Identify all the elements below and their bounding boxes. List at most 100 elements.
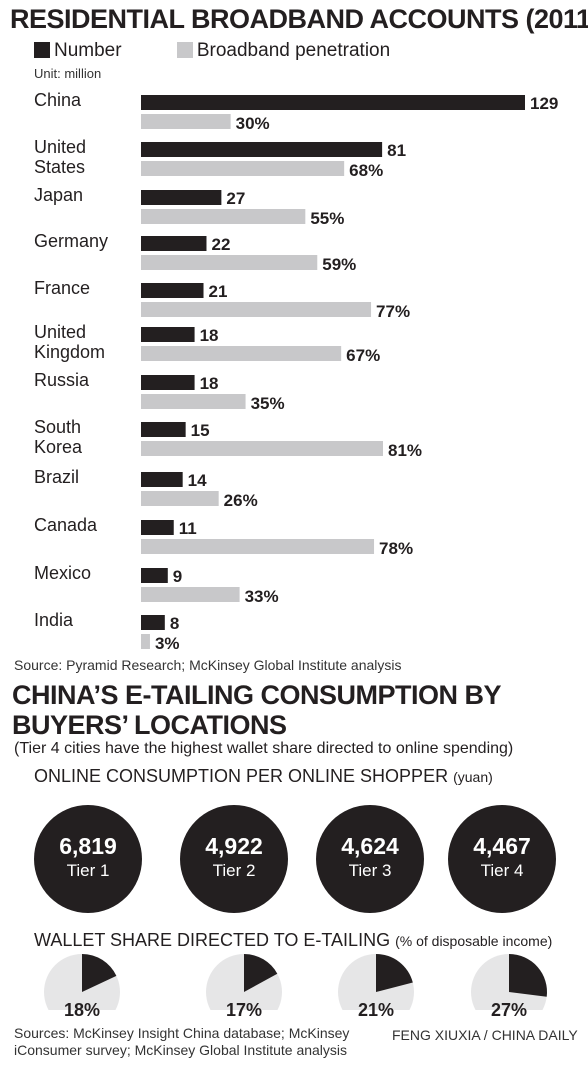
- section2-subtitle: (Tier 4 cities have the highest wallet s…: [14, 740, 514, 757]
- country-label: Germany: [34, 231, 134, 251]
- tier4-value: 4,467: [473, 833, 531, 859]
- country-label: China: [34, 90, 134, 110]
- sources-line1: Sources: McKinsey Insight China database…: [14, 1025, 350, 1041]
- number-bar: [141, 327, 195, 342]
- penetration-label: 81%: [388, 441, 422, 460]
- tier1-circle: 6,819 Tier 1: [34, 805, 142, 913]
- tier3-value: 4,624: [341, 833, 399, 859]
- penetration-bar: [141, 587, 240, 602]
- legend: Number Broadband penetration: [34, 40, 390, 62]
- number-bar: [141, 375, 195, 390]
- consumption-heading-title: ONLINE CONSUMPTION PER ONLINE SHOPPER: [34, 766, 449, 786]
- consumption-heading: ONLINE CONSUMPTION PER ONLINE SHOPPER (y…: [34, 766, 493, 787]
- number-label: 18: [200, 374, 219, 393]
- penetration-bar: [141, 491, 219, 506]
- number-bar: [141, 520, 174, 535]
- number-label: 21: [209, 282, 228, 301]
- number-bar: [141, 190, 222, 205]
- tier3-label: Tier 3: [348, 861, 392, 880]
- country-label-line: France: [34, 278, 91, 298]
- country-label-line: Canada: [34, 515, 98, 535]
- penetration-label: 59%: [322, 255, 356, 274]
- penetration-bar: [141, 539, 375, 554]
- penetration-bar: [141, 302, 372, 317]
- wallet-heading-title: WALLET SHARE DIRECTED TO E-TAILING: [34, 930, 391, 950]
- penetration-bar: [141, 209, 306, 224]
- wallet-heading-unit: (% of disposable income): [395, 933, 553, 949]
- country-label: Canada: [34, 515, 134, 535]
- country-label-line: South: [34, 417, 82, 437]
- wallet-pies: [44, 954, 548, 1010]
- number-bar: [141, 283, 204, 298]
- country-label-line: Germany: [34, 231, 109, 251]
- number-label: 27: [226, 189, 245, 208]
- country-label-line: United: [34, 137, 87, 157]
- country-label: United Kingdom: [34, 322, 134, 362]
- section2-title-line1: CHINA’S E-TAILING CONSUMPTION BY: [12, 680, 502, 710]
- number-label: 8: [170, 614, 179, 633]
- country-label: Russia: [34, 370, 134, 390]
- number-label: 22: [211, 235, 230, 254]
- tier4-pct: 27%: [490, 1000, 528, 1020]
- penetration-label: 78%: [379, 539, 413, 558]
- tier2-circle: 4,922 Tier 2: [180, 805, 288, 913]
- source-note: Source: Pyramid Research; McKinsey Globa…: [14, 657, 402, 673]
- tier1-value: 6,819: [59, 833, 117, 859]
- unit-label: Unit: million: [34, 66, 102, 81]
- country-label: South Korea: [34, 417, 134, 457]
- penetration-label: 30%: [236, 114, 270, 133]
- tier3-circle: 4,624 Tier 3: [316, 805, 424, 913]
- penetration-bar: [141, 114, 231, 129]
- penetration-bar: [141, 394, 246, 409]
- country-label-line: India: [34, 610, 74, 630]
- tier2-value: 4,922: [205, 833, 263, 859]
- number-bar: [141, 472, 183, 487]
- broadband-bars: 12930%8168%2755%2259%2177%1867%1835%1581…: [141, 94, 558, 653]
- number-label: 81: [387, 141, 406, 160]
- penetration-bar: [141, 255, 318, 270]
- country-label-line: Mexico: [34, 563, 92, 583]
- tier1-pct: 18%: [63, 1000, 101, 1020]
- penetration-label: 33%: [245, 587, 279, 606]
- country-label-line: Brazil: [34, 467, 80, 487]
- legend-label-number: Number: [54, 40, 122, 61]
- penetration-label: 26%: [224, 491, 258, 510]
- country-label: United States: [34, 137, 134, 177]
- penetration-label: 67%: [346, 346, 380, 365]
- country-label: Mexico: [34, 563, 134, 583]
- number-bar: [141, 95, 525, 110]
- number-label: 129: [530, 94, 558, 113]
- country-label: France: [34, 278, 134, 298]
- country-label-line: United: [34, 322, 87, 342]
- sources-note: Sources: McKinsey Insight China database…: [14, 1025, 349, 1059]
- number-bar: [141, 236, 207, 251]
- legend-swatch-penetration: [176, 42, 193, 58]
- section2-title-line2: BUYERS’ LOCATIONS: [12, 710, 287, 740]
- penetration-bar: [141, 441, 383, 456]
- penetration-label: 77%: [376, 302, 410, 321]
- chart-title: RESIDENTIAL BROADBAND ACCOUNTS (2011): [10, 4, 588, 34]
- number-bar: [141, 615, 165, 630]
- pie-slice: [82, 954, 117, 992]
- country-label-line: Russia: [34, 370, 90, 390]
- tier4-label: Tier 4: [480, 861, 524, 880]
- tier2-pct: 17%: [225, 1000, 263, 1020]
- penetration-label: 3%: [155, 634, 180, 653]
- consumption-heading-unit: (yuan): [453, 769, 493, 785]
- number-label: 18: [200, 326, 219, 345]
- section2-title: CHINA’S E-TAILING CONSUMPTION BY BUYERS’…: [12, 680, 502, 740]
- country-label-line: Korea: [34, 437, 83, 457]
- legend-swatch-number: [34, 42, 50, 58]
- penetration-bar: [141, 161, 345, 176]
- number-bar: [141, 568, 168, 583]
- penetration-label: 55%: [310, 209, 344, 228]
- legend-label-penetration: Broadband penetration: [196, 40, 391, 61]
- pie-slice: [376, 954, 413, 992]
- sources-line2: iConsumer survey; McKinsey Global Instit…: [14, 1042, 348, 1058]
- country-label-line: China: [34, 90, 82, 110]
- country-label-line: Japan: [34, 185, 84, 205]
- country-label: Brazil: [34, 467, 134, 487]
- tier4-circle: 4,467 Tier 4: [448, 805, 556, 913]
- number-bar: [141, 142, 383, 157]
- number-label: 9: [173, 567, 182, 586]
